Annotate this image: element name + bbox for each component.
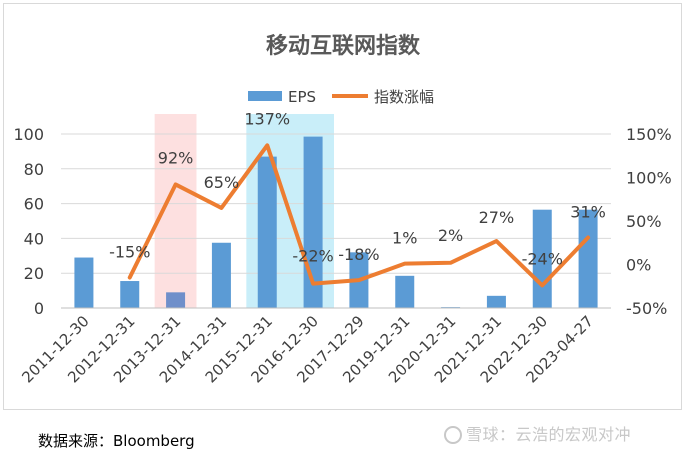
eps-bar [578,209,598,308]
right-tick-label: 150% [626,125,672,144]
line-data-label: 1% [392,229,417,248]
line-data-label: 2% [438,226,463,245]
line-data-label: -24% [522,249,563,268]
line-data-label: 137% [244,109,290,128]
line-data-label: 65% [204,173,240,192]
line-data-label: -22% [292,247,333,266]
left-tick-label: 20 [24,264,44,283]
eps-bar [74,257,94,308]
legend-eps-swatch [248,91,282,101]
left-tick-label: 80 [24,160,44,179]
eps-bar [486,295,506,308]
left-tick-label: 40 [24,229,44,248]
left-tick-label: 60 [24,195,44,214]
right-tick-label: 0% [626,256,651,275]
eps-bar [120,281,140,308]
snowball-logo-icon [444,426,462,444]
chart-title: 移动互联网指数 [266,33,421,59]
left-tick-label: 0 [34,299,44,318]
watermark: 雪球：云浩的宏观对冲 [444,421,631,445]
right-tick-label: -50% [626,299,667,318]
eps-bar [166,292,186,308]
line-data-label: 31% [570,203,606,222]
line-data-label: -18% [338,245,379,264]
legend-eps-label: EPS [288,88,316,106]
right-tick-label: 50% [626,212,662,231]
eps-bar [211,242,231,308]
line-data-label: 27% [479,208,515,227]
line-data-label: -15% [109,243,150,262]
source-note: 数据来源：Bloomberg [38,432,195,450]
eps-bar [395,275,415,308]
left-tick-label: 100 [13,125,44,144]
right-tick-label: 100% [626,169,672,188]
line-data-label: 92% [158,148,194,167]
eps-bar [257,156,277,308]
index-change-line [127,143,591,288]
watermark-text: 雪球：云浩的宏观对冲 [466,425,632,444]
chart-frame [3,3,682,410]
legend-line-label: 指数涨幅 [374,88,434,106]
